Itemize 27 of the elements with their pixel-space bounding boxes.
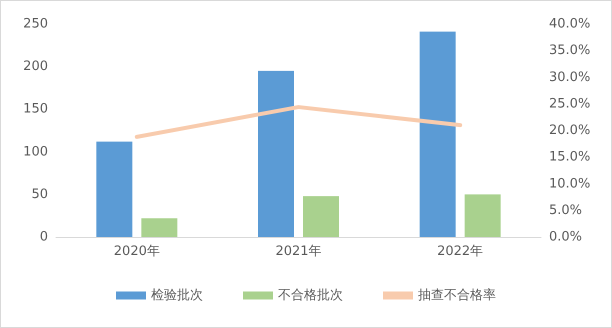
legend-label: 不合格批次 xyxy=(278,288,343,303)
y2-tick-label: 25.0% xyxy=(549,96,590,112)
bar xyxy=(303,196,339,237)
bar xyxy=(464,194,501,237)
y-tick-label: 150 xyxy=(23,102,48,117)
y-tick-label: 100 xyxy=(23,144,48,160)
y2-tick-label: 20.0% xyxy=(549,123,590,138)
y2-tick-label: 5.0% xyxy=(549,202,582,218)
y-tick-label: 50 xyxy=(31,186,48,202)
y2-tick-label: 0.0% xyxy=(549,230,582,244)
bar xyxy=(258,70,294,237)
x-tick-label: 2020年 xyxy=(114,244,160,259)
y-tick-label: 200 xyxy=(23,59,48,74)
x-tick-label: 2022年 xyxy=(437,244,484,259)
y-tick-label: 0 xyxy=(40,230,48,244)
y2-tick-label: 15.0% xyxy=(549,150,590,165)
y2-tick-label: 30.0% xyxy=(549,70,590,85)
legend-label: 抽查不合格率 xyxy=(418,287,496,303)
y-tick-label: 250 xyxy=(23,16,48,32)
y2-tick-label: 35.0% xyxy=(549,43,590,58)
bar xyxy=(96,142,132,237)
bar xyxy=(420,32,456,237)
x-tick-label: 2021年 xyxy=(275,244,322,259)
y2-tick-label: 40.0% xyxy=(549,16,590,32)
bar xyxy=(141,218,178,237)
y2-tick-label: 10.0% xyxy=(549,176,590,192)
legend-label: 检验批次 xyxy=(151,288,203,303)
